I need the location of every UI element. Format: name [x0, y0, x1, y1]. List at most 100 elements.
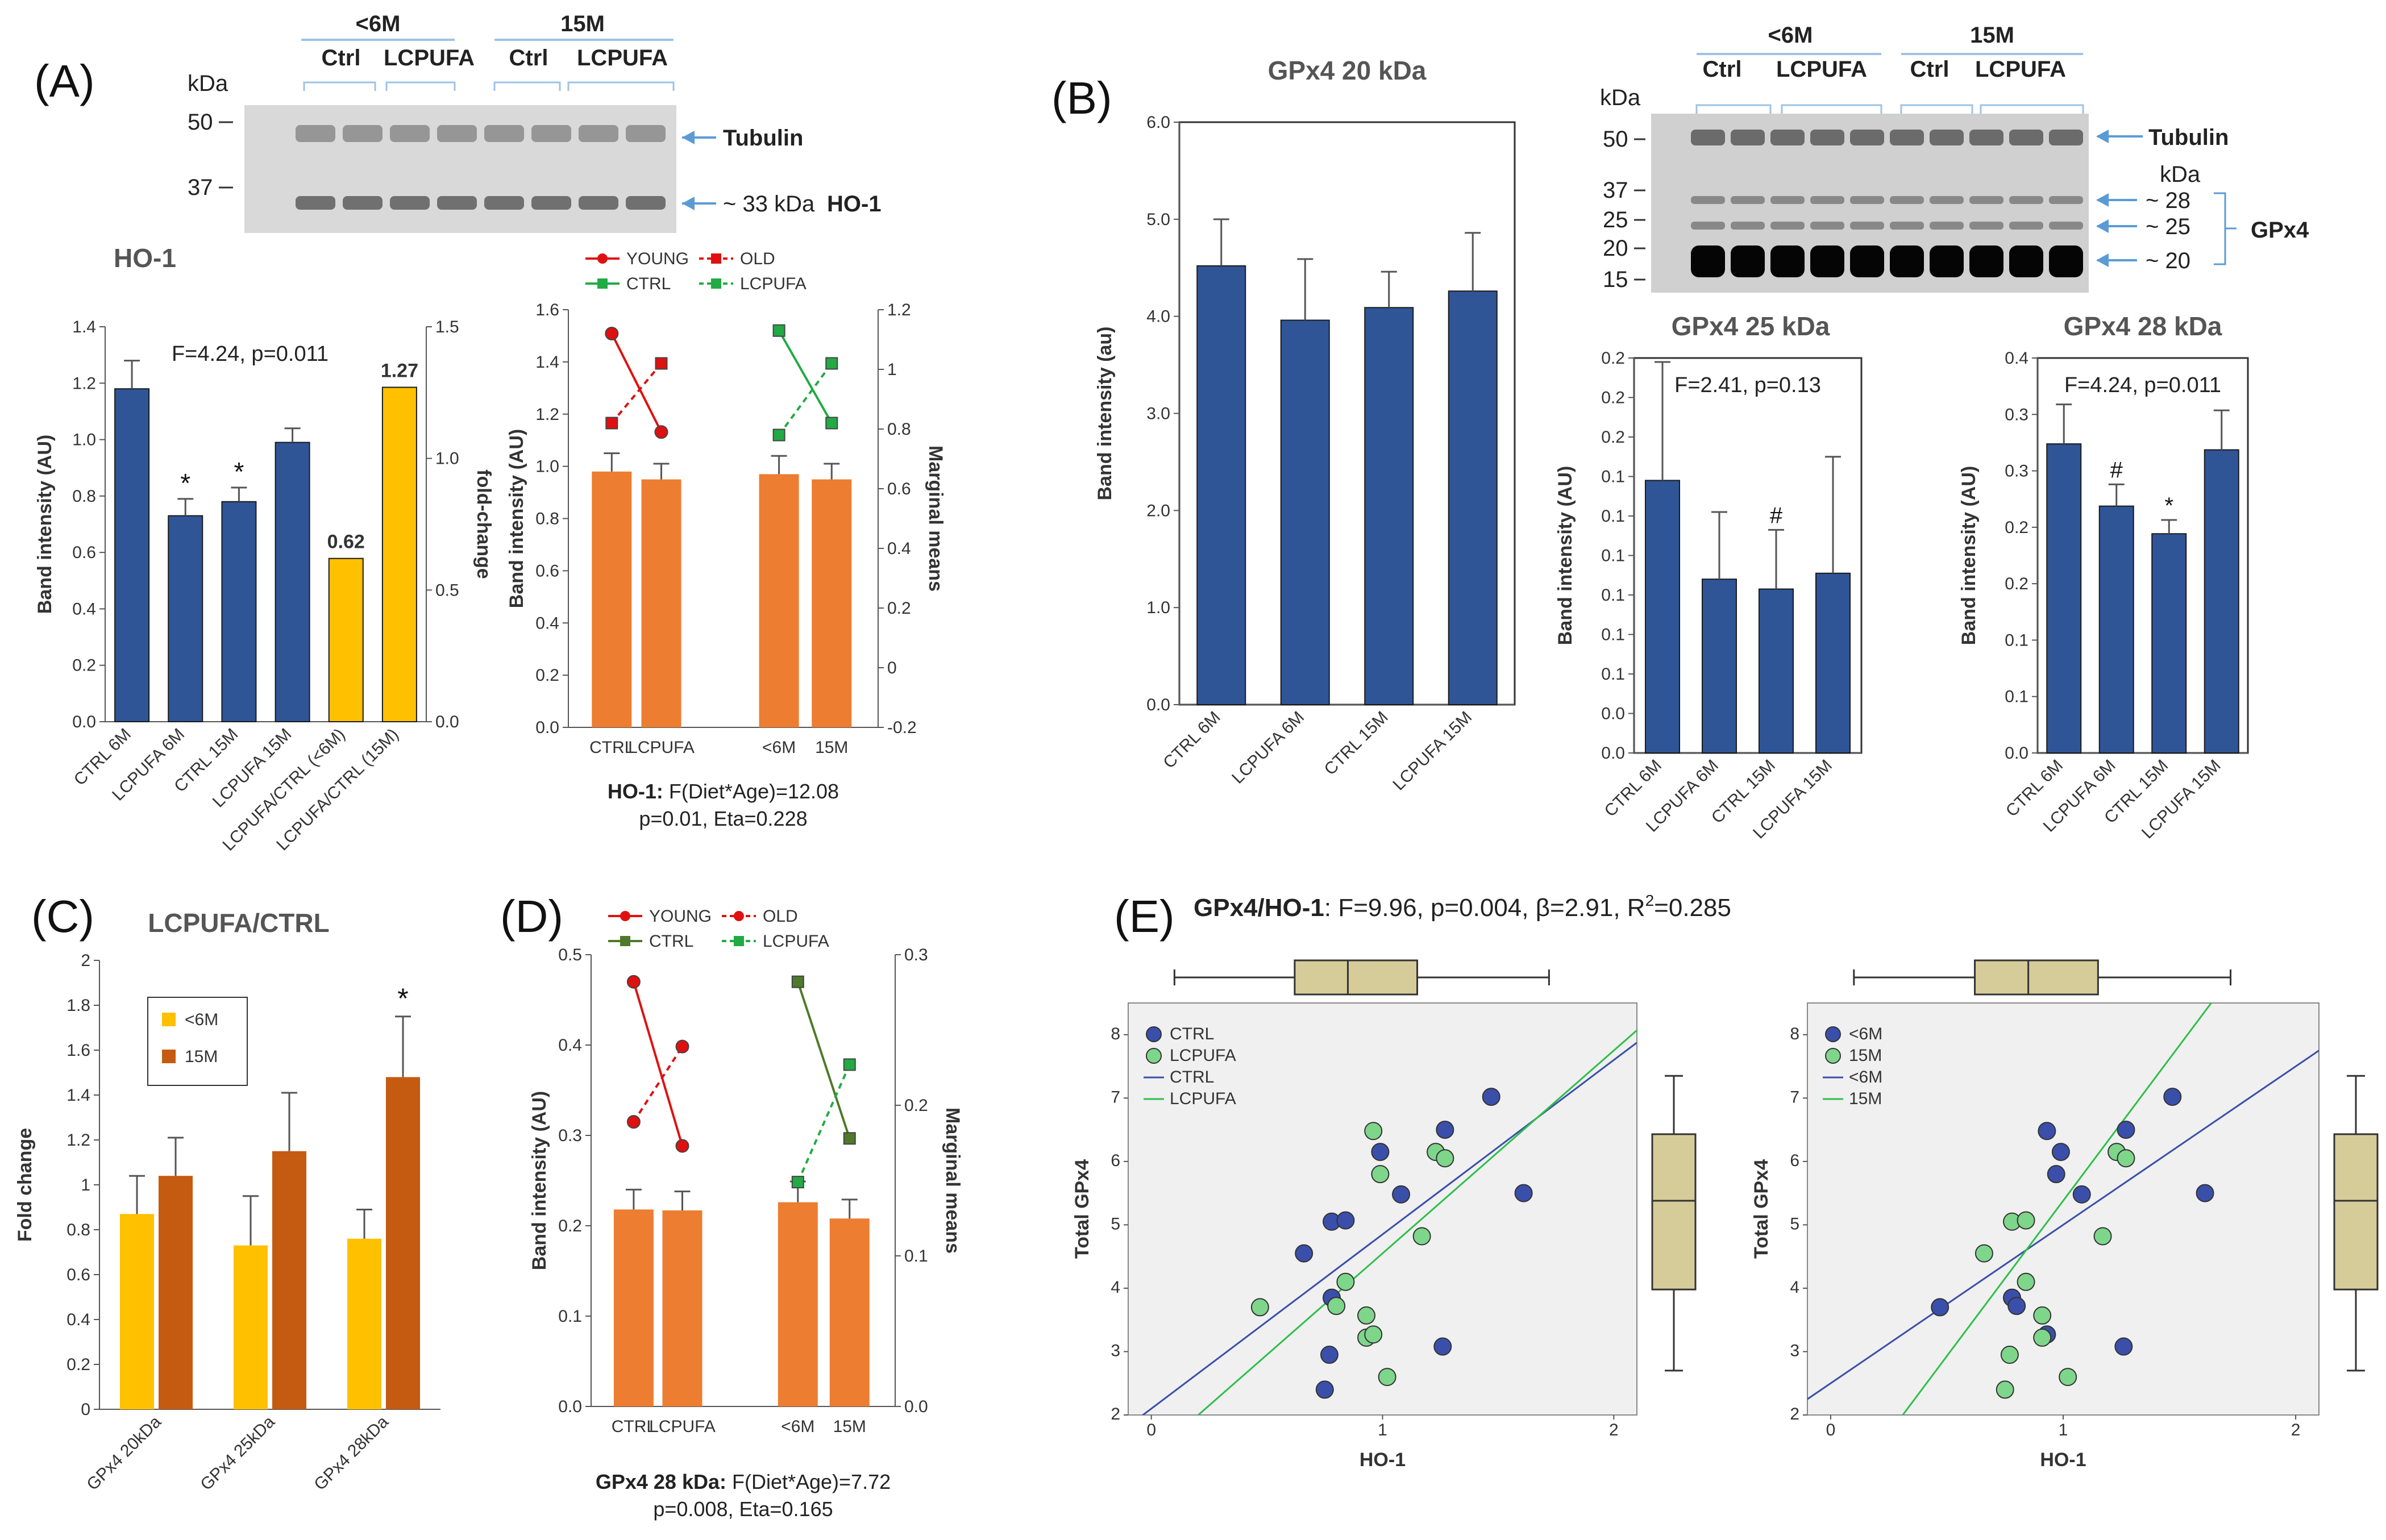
blot-b-25-band	[1691, 222, 1725, 230]
left-tick-label: 1.8	[66, 996, 90, 1015]
scatter-point	[1378, 1368, 1396, 1387]
left-tick-label: 0.6	[535, 561, 559, 580]
blot-b-tubulin-band	[2009, 130, 2043, 145]
blot-b-marker-25: 25	[1603, 207, 1628, 232]
boxplot-y-box	[2333, 1133, 2379, 1291]
blot-b-28-band	[1770, 196, 1805, 204]
blot-b-band-25: ~ 25	[2146, 214, 2190, 239]
left-tick-label: 0.2	[2005, 518, 2028, 537]
panel-e-header-stats: : F=9.96, p=0.004, β=2.91, R	[1324, 894, 1645, 922]
blot-a-tubulin-band	[343, 125, 383, 142]
caption-stats: F(Diet*Age)=12.08	[663, 780, 839, 803]
y-tick-label: 5	[1111, 1214, 1120, 1233]
scatter-point	[2114, 1337, 2133, 1356]
legend-label: LCPUFA	[740, 274, 807, 293]
panel-label-d: (D)	[500, 891, 563, 942]
interaction-line	[610, 333, 663, 433]
legend-label: OLD	[740, 249, 775, 268]
bar	[2046, 443, 2082, 754]
blot-b-marker-37: 37	[1603, 178, 1628, 203]
x-tick-label: 1	[1378, 1421, 1387, 1439]
blot-b-arrowhead-28	[2096, 193, 2109, 207]
category-label: LCPUFA	[649, 1417, 716, 1436]
category-label: LCPUFA	[628, 738, 695, 757]
left-tick-label: 0.6	[72, 543, 96, 562]
category-label: <6M	[762, 738, 796, 757]
y-axis-label: Band intensity (AU)	[34, 435, 56, 614]
blot-a-arrowhead-tubulin	[682, 131, 695, 144]
line-marker	[825, 357, 838, 370]
blot-b-marker-15: 15	[1603, 267, 1628, 292]
blot-a-tubulin-band	[296, 125, 335, 142]
category-label: CTRL	[612, 1417, 656, 1436]
blot-b-tubulin-band	[1691, 130, 1725, 145]
scatter-point	[1371, 1165, 1390, 1184]
line-marker	[772, 428, 785, 442]
bar	[221, 501, 257, 722]
fit-lines	[1141, 1029, 1637, 1415]
blot-b-group-old: 15M	[1970, 23, 2014, 48]
line-marker	[675, 1039, 689, 1054]
y-tick-label: 7	[1111, 1088, 1120, 1106]
left-tick-label: 1.4	[535, 353, 559, 372]
interaction-line	[796, 981, 851, 1139]
stats-annotation: F=4.24, p=0.011	[2064, 373, 2221, 397]
blot-b-gpx4-brace	[2214, 192, 2237, 265]
blot-a-group-old: 15M	[560, 11, 605, 36]
left-tick-label: 1.2	[66, 1131, 90, 1150]
blot-a-ho1-band	[484, 196, 524, 210]
western-blot-a: <6M 15M Ctrl LCPUFA Ctrl LCPUFA kDa 50 3…	[188, 11, 882, 233]
western-blot-b: <6M 15M Ctrl LCPUFA Ctrl LCPUFA kDa 50 3…	[1600, 23, 2309, 293]
left-tick-label: 0.0	[2005, 744, 2028, 763]
scatter-point	[1336, 1211, 1355, 1230]
bar	[386, 1077, 420, 1409]
blot-a-band-33kda: ~ 33 kDa	[723, 192, 815, 217]
blot-b-25-band	[2009, 222, 2043, 230]
bar	[1364, 307, 1414, 705]
blot-b-tubulin-band	[1930, 130, 1964, 145]
left-tick-label: 0.1	[1601, 626, 1625, 644]
panel-e-header-bold: GPx4/HO-1	[1194, 894, 1324, 922]
y2-axis-label: Marginal means	[925, 446, 946, 592]
blot-a-group-young: <6M	[356, 11, 401, 36]
blot-a-ho1-band	[343, 196, 383, 210]
y-axis-label: Band intensity (AU)	[529, 1091, 550, 1270]
left-tick-label: 0.1	[1601, 468, 1625, 486]
blot-a-arrowhead-ho1	[682, 197, 695, 210]
y-tick-label: 5	[1790, 1214, 1799, 1233]
significance-mark: *	[397, 983, 408, 1014]
blot-a-membrane	[244, 105, 676, 233]
blot-b-tubulin-band	[1850, 130, 1884, 145]
fit-line	[1901, 1003, 2213, 1415]
interaction-caption: HO-1: F(Diet*Age)=12.08	[608, 780, 839, 803]
chart-fold-change: LCPUFA/CTRL 0 0.2 0.4 0.6 0.8 1 1.2 1.4 1.6 1.8 2 Fo…	[14, 908, 440, 1494]
left-tick-label: 0.2	[66, 1355, 90, 1374]
scatter-point	[1975, 1244, 1993, 1263]
blot-a-ho1-band	[437, 196, 477, 210]
left-tick-label: 1.2	[72, 374, 96, 393]
scatter-point	[1931, 1298, 1949, 1317]
legend-label: OLD	[763, 907, 798, 926]
bar	[812, 479, 852, 727]
category-label: <6M	[781, 1417, 814, 1436]
left-tick-label: 0.0	[72, 713, 96, 731]
category-label: LCPUFA 6M	[1228, 708, 1308, 788]
left-tick-label: 0.0	[1601, 705, 1625, 723]
y2-axis-label: fold-change	[473, 469, 494, 579]
chart-ho1-bar: HO-1 0.0 0.2 0.4 0.6 0.8 1.0 1.2 1.4 Band intensi…	[34, 243, 494, 855]
legend-marker	[711, 278, 721, 289]
bar	[1645, 480, 1680, 754]
legend-marker	[620, 936, 630, 946]
chart-scatter-age: 2 3 4 5 6 7 8 0 1 2 HO-1 Total GPx4 <6M 15M <6M 15M	[1751, 959, 2379, 1471]
blot-a-ho1-band	[531, 196, 571, 210]
blot-b-25-band	[1810, 222, 1844, 230]
left-tick-label: 0.4	[72, 600, 96, 618]
scatter-point	[2017, 1211, 2035, 1230]
legend-label: CTRL	[1170, 1025, 1214, 1043]
right-tick-label: 0.1	[904, 1247, 928, 1266]
bar	[272, 1151, 306, 1409]
right-tick-label: 0.2	[887, 599, 911, 618]
bar	[2204, 449, 2239, 754]
bar	[347, 1238, 381, 1409]
blot-b-group-young: <6M	[1768, 23, 1813, 48]
